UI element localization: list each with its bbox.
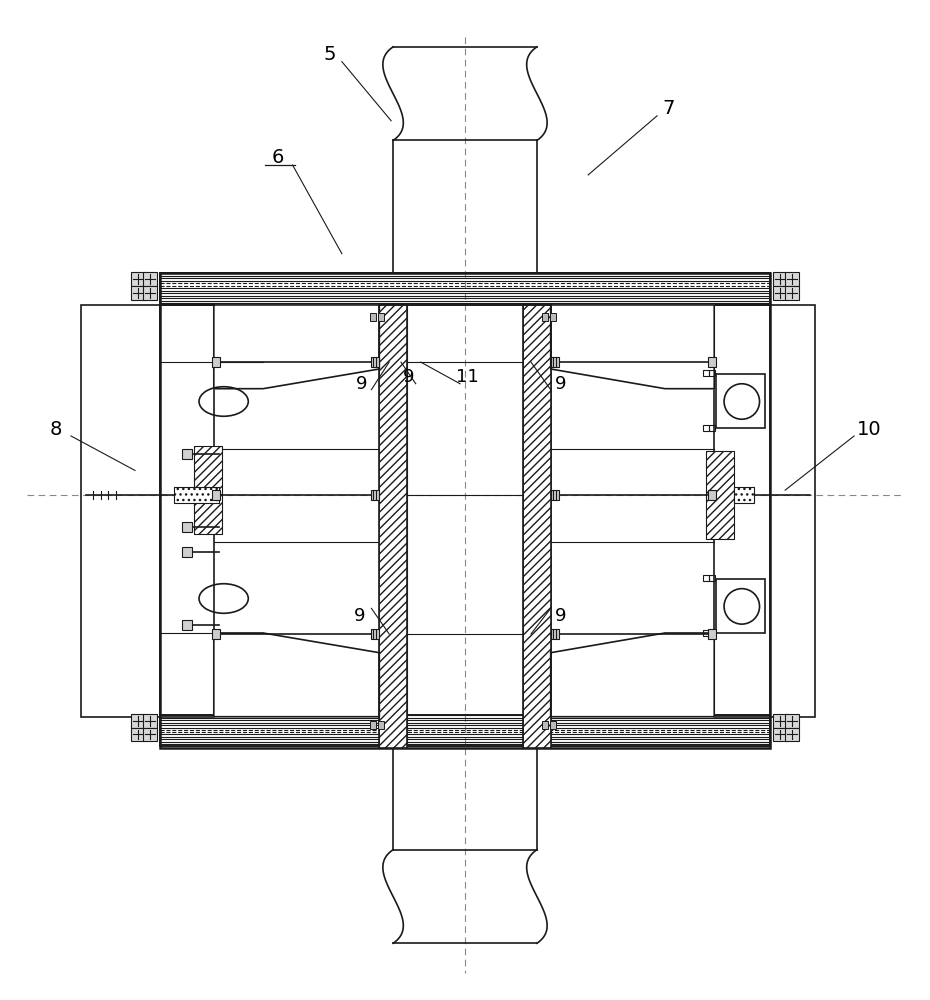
Bar bbox=[143, 714, 156, 728]
Bar bbox=[182, 522, 193, 532]
Bar bbox=[716, 579, 765, 633]
Text: 11: 11 bbox=[456, 368, 478, 386]
Bar bbox=[379, 721, 384, 729]
Bar bbox=[774, 272, 787, 286]
Bar bbox=[160, 715, 770, 746]
Polygon shape bbox=[551, 633, 714, 717]
Bar bbox=[81, 305, 160, 717]
Bar bbox=[131, 714, 145, 728]
Bar bbox=[714, 305, 770, 717]
Bar bbox=[710, 425, 715, 431]
Bar bbox=[379, 313, 384, 321]
Bar bbox=[550, 313, 555, 321]
Text: 9: 9 bbox=[555, 375, 566, 393]
Polygon shape bbox=[551, 305, 714, 389]
Bar bbox=[523, 305, 551, 748]
Text: 9: 9 bbox=[555, 607, 566, 625]
Bar bbox=[551, 629, 559, 639]
Bar bbox=[371, 490, 379, 500]
Bar bbox=[160, 273, 770, 748]
Bar bbox=[703, 630, 710, 636]
Text: 10: 10 bbox=[857, 420, 882, 439]
Bar bbox=[175, 487, 219, 503]
Bar bbox=[709, 490, 716, 500]
Bar bbox=[160, 273, 770, 305]
Bar bbox=[716, 374, 765, 428]
Bar bbox=[707, 451, 734, 539]
Bar bbox=[143, 728, 156, 741]
Bar bbox=[182, 449, 193, 459]
Bar bbox=[734, 487, 753, 503]
Bar bbox=[734, 487, 753, 503]
Bar bbox=[774, 728, 787, 741]
Bar bbox=[785, 714, 799, 728]
Text: 5: 5 bbox=[324, 45, 337, 64]
Bar bbox=[131, 272, 145, 286]
Text: 7: 7 bbox=[663, 99, 675, 118]
Bar bbox=[212, 490, 219, 500]
Text: 9: 9 bbox=[353, 607, 365, 625]
Bar bbox=[175, 487, 219, 503]
Text: 6: 6 bbox=[272, 148, 284, 167]
Bar bbox=[370, 313, 377, 321]
Bar bbox=[703, 370, 710, 376]
Bar bbox=[371, 357, 379, 367]
Bar bbox=[194, 446, 221, 534]
Bar bbox=[370, 721, 377, 729]
Bar bbox=[774, 714, 787, 728]
Bar bbox=[160, 305, 214, 717]
Bar bbox=[194, 446, 221, 534]
Bar bbox=[710, 575, 715, 581]
Bar bbox=[212, 629, 219, 639]
Bar bbox=[551, 490, 559, 500]
Bar bbox=[785, 286, 799, 300]
Bar bbox=[160, 273, 770, 305]
Bar bbox=[703, 425, 710, 431]
Polygon shape bbox=[214, 305, 379, 389]
Bar bbox=[550, 721, 555, 729]
Bar bbox=[709, 357, 716, 367]
Bar bbox=[131, 728, 145, 741]
Bar bbox=[710, 630, 715, 636]
Bar bbox=[523, 305, 551, 748]
Text: 8: 8 bbox=[50, 420, 62, 439]
Bar bbox=[703, 575, 710, 581]
Bar bbox=[379, 305, 407, 748]
Bar bbox=[542, 721, 548, 729]
Bar bbox=[785, 728, 799, 741]
Bar bbox=[707, 451, 734, 539]
Bar bbox=[182, 547, 193, 557]
Bar bbox=[182, 620, 193, 630]
Bar bbox=[160, 715, 770, 746]
Bar bbox=[143, 286, 156, 300]
Bar bbox=[131, 286, 145, 300]
Bar bbox=[551, 357, 559, 367]
Bar bbox=[785, 272, 799, 286]
Text: 9: 9 bbox=[403, 368, 415, 386]
Bar bbox=[774, 286, 787, 300]
Bar bbox=[770, 305, 815, 717]
Bar bbox=[542, 313, 548, 321]
Text: 9: 9 bbox=[356, 375, 367, 393]
Bar bbox=[710, 370, 715, 376]
Bar bbox=[371, 629, 379, 639]
Bar bbox=[379, 305, 407, 748]
Polygon shape bbox=[214, 633, 379, 717]
Bar bbox=[709, 629, 716, 639]
Bar bbox=[212, 357, 219, 367]
Bar bbox=[143, 272, 156, 286]
